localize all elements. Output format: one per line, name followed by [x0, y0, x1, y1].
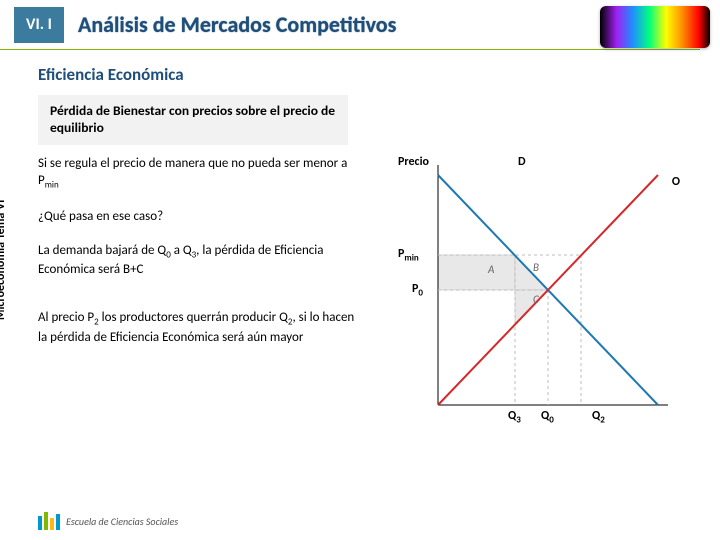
topic-box: Pérdida de Bienestar con precios sobre e… [38, 95, 348, 145]
pmin-label: Pmin [398, 247, 419, 263]
supply-label: O [672, 175, 680, 189]
text-column: Si se regula el precio de manera que no … [38, 155, 358, 445]
q3-label: Q3 [508, 409, 521, 425]
region-c-label: C [533, 293, 539, 306]
footer-text: Escuela de Ciencias Sociales [66, 515, 178, 528]
q0-label: Q0 [541, 409, 554, 425]
footer-logo-bars [38, 512, 60, 530]
p0-label: P0 [412, 282, 423, 298]
footer: Escuela de Ciencias Sociales [38, 512, 178, 530]
paragraph-2: ¿Qué pasa en ese caso? [38, 208, 358, 226]
chart-svg [368, 155, 688, 445]
slide-title: Análisis de Mercados Competitivos [78, 11, 396, 38]
region-b-label: B [533, 261, 539, 274]
section-subtitle: Eficiencia Económica [38, 64, 720, 85]
chapter-badge: VI. I [14, 7, 64, 43]
paragraph-4: Al precio P2 los productores querrán pro… [38, 309, 358, 346]
paragraph-1: Si se regula el precio de manera que no … [38, 155, 358, 192]
sidebar-course-label: Microeconomía Tema VI [0, 140, 8, 320]
paragraph-3: La demanda bajará de Q0 a Q3, la pérdida… [38, 242, 358, 279]
supply-demand-chart: Precio D O Pmin P0 Q3 Q0 Q2 A B C [368, 155, 688, 445]
region-a-label: A [488, 263, 494, 276]
spectrum-image [600, 6, 710, 48]
demand-label: D [518, 155, 526, 169]
slide-header: VI. I Análisis de Mercados Competitivos [0, 0, 700, 50]
content-row: Si se regula el precio de manera que no … [0, 155, 720, 445]
q2-label: Q2 [592, 409, 605, 425]
y-axis-label: Precio [398, 155, 429, 169]
